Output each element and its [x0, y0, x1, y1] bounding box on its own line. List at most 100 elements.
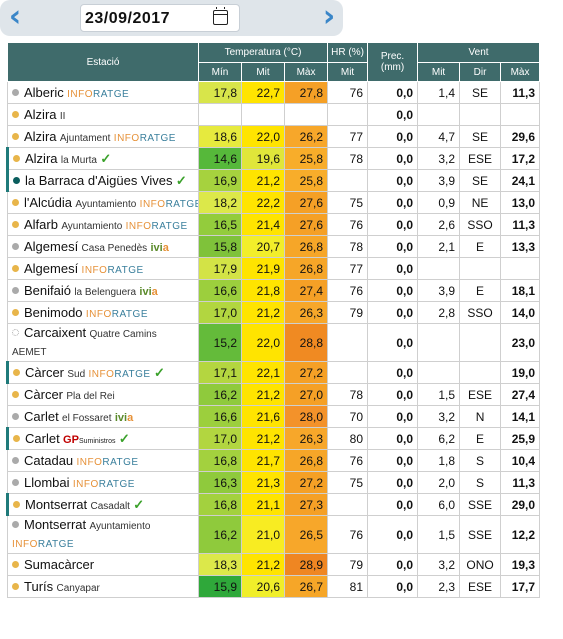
temp-max-cell: 26,7: [283, 575, 329, 598]
table-row[interactable]: Alfarb Ayuntamiento INFORATGE 16,5 21,4 27,…: [7, 213, 541, 236]
table-row[interactable]: Benimodo INFORATGE 17,0 21,2 26,3 79 0,0 2,8 SS…: [7, 301, 541, 324]
station-cell[interactable]: Alberic INFORATGE: [7, 81, 199, 104]
wind-dir-cell: [459, 103, 502, 126]
wind-avg-cell: [417, 257, 461, 280]
table-row[interactable]: Carlet el Fossaret ivia 16,6 21,6 28,0 70 0,0…: [7, 405, 541, 428]
table-row[interactable]: Llombai INFORATGE 16,3 21,3 27,2 75 0,0 2,0 S 11…: [7, 471, 541, 494]
station-cell[interactable]: Alzira Ajuntament INFORATGE: [7, 125, 199, 148]
date-input[interactable]: 23/09/2017: [80, 4, 240, 32]
temp-avg-cell: 21,3: [241, 471, 285, 494]
table-row[interactable]: Turís Canyapar 15,9 20,6 26,7 81 0,0 2,3 ESE 17…: [7, 575, 541, 598]
station-cell[interactable]: l'Alcúdia Ayuntamiento INFORATGE: [7, 191, 199, 214]
status-dot-icon: [13, 500, 20, 508]
wind-dir-cell: ESE: [459, 147, 502, 170]
station-cell[interactable]: Alfarb Ayuntamiento INFORATGE: [7, 213, 199, 236]
station-cell[interactable]: Catadau INFORATGE: [7, 449, 199, 472]
wind-dir-cell: ESE: [459, 383, 502, 406]
status-dot-icon: [12, 287, 19, 295]
table-row[interactable]: Alberic INFORATGE 17,8 22,7 27,8 76 0,0 1,4 SE 1…: [7, 81, 541, 104]
station-cell[interactable]: Benimodo INFORATGE: [7, 301, 199, 324]
precip-cell: 0,0: [367, 103, 419, 126]
calendar-icon[interactable]: [213, 7, 228, 25]
status-dot-icon: [12, 89, 19, 97]
table-row[interactable]: Catadau INFORATGE 16,8 21,7 26,8 76 0,0 1,8 S 10…: [7, 449, 541, 472]
header-temperature: Temperatura (°C): [197, 42, 329, 63]
station-cell[interactable]: Alzira II: [7, 103, 199, 126]
table-row[interactable]: Benifaió la Belenguera ivia 16,6 21,8 27,4 7…: [7, 279, 541, 302]
station-name: Càrcer: [24, 387, 64, 402]
status-dot-icon: [12, 111, 19, 119]
station-cell[interactable]: Algemesí Casa Penedès ivia: [7, 235, 199, 258]
temp-min-cell: 18,6: [198, 125, 242, 148]
chevron-right-icon[interactable]: ›: [322, 0, 336, 34]
temp-max-cell: 26,8: [283, 257, 329, 280]
station-cell[interactable]: Algemesí INFORATGE: [7, 257, 199, 280]
humidity-cell: 81: [327, 575, 369, 598]
header-humidity: HR (%): [327, 42, 369, 63]
table-row[interactable]: l'Alcúdia Ayuntamiento INFORATGE 18,2 22,2…: [7, 191, 541, 214]
wind-dir-cell: SE: [459, 169, 502, 192]
temp-avg-cell: 22,1: [241, 361, 285, 384]
station-name: Llombai: [24, 475, 70, 490]
wind-max-cell: [500, 257, 541, 280]
header-station[interactable]: Estació: [7, 42, 199, 82]
chevron-left-icon[interactable]: ‹: [8, 0, 22, 34]
temp-avg-cell: 22,2: [241, 191, 285, 214]
temp-avg-cell: 21,2: [241, 553, 285, 576]
wind-avg-cell: [417, 103, 461, 126]
station-cell[interactable]: Càrcer Sud INFORATGE ✓: [6, 361, 199, 384]
status-dot-icon: [12, 583, 19, 591]
wind-dir-cell: S: [459, 471, 502, 494]
wind-dir-cell: SSO: [459, 301, 502, 324]
station-cell[interactable]: la Barraca d'Aigües Vives ✓: [6, 169, 199, 192]
station-location: Quatre Camins: [89, 328, 157, 340]
wind-max-cell: 27,4: [500, 383, 541, 406]
table-row[interactable]: Alzira la Murta ✓ 14,6 19,6 25,8 78 0,0 3,2 ESE…: [6, 147, 541, 170]
station-cell[interactable]: Montserrat Casadalt ✓: [6, 493, 199, 516]
station-location: II: [59, 111, 66, 122]
station-cell[interactable]: Llombai INFORATGE: [7, 471, 199, 494]
table-row[interactable]: Montserrat Ayuntamiento INFORATGE 16,2 21,…: [7, 515, 541, 554]
wind-max-cell: 14,1: [500, 405, 541, 428]
wind-dir-cell: SSE: [459, 515, 502, 554]
station-cell[interactable]: Sumacàrcer: [7, 553, 199, 576]
wind-avg-cell: 3,9: [417, 279, 461, 302]
temp-avg-cell: 21,2: [241, 427, 285, 450]
temp-max-cell: 26,2: [283, 125, 329, 148]
table-row[interactable]: Alzira II 0,0: [7, 103, 541, 126]
temp-min-cell: 16,8: [198, 493, 242, 516]
station-cell[interactable]: Carlet el Fossaret ivia: [7, 405, 199, 428]
station-cell[interactable]: Carcaixent Quatre Camins AEMET: [7, 323, 199, 362]
temp-avg-cell: 20,6: [241, 575, 285, 598]
station-name: Alzira: [24, 107, 57, 122]
table-row[interactable]: Carlet GPSuministros ✓ 17,0 21,2 26,3 80 0,0 6…: [6, 427, 541, 450]
station-cell[interactable]: Càrcer Pla del Rei: [7, 383, 199, 406]
table-row[interactable]: la Barraca d'Aigües Vives ✓ 16,9 21,2 25,8 0…: [6, 169, 541, 192]
table-row[interactable]: Algemesí Casa Penedès ivia 15,8 20,7 26,8 78…: [7, 235, 541, 258]
table-row[interactable]: Alzira Ajuntament INFORATGE 18,6 22,0 26,2 7…: [7, 125, 541, 148]
table-row[interactable]: Algemesí INFORATGE 17,9 21,9 26,8 77 0,0: [7, 257, 541, 280]
station-cell[interactable]: Carlet GPSuministros ✓: [6, 427, 199, 450]
header-wind-dir: Dir: [459, 62, 502, 82]
status-dot-icon: [12, 243, 19, 251]
station-cell[interactable]: Alzira la Murta ✓: [6, 147, 199, 170]
station-cell[interactable]: Montserrat Ayuntamiento INFORATGE: [7, 515, 199, 554]
station-cell[interactable]: Benifaió la Belenguera ivia: [7, 279, 199, 302]
precip-cell: 0,0: [367, 493, 419, 516]
status-dot-icon: [12, 265, 19, 273]
station-name: Càrcer: [25, 364, 65, 380]
station-cell[interactable]: Turís Canyapar: [7, 575, 199, 598]
table-row[interactable]: Montserrat Casadalt ✓ 16,8 21,1 27,3 0,0 6,0 S…: [6, 493, 541, 516]
table-row[interactable]: Càrcer Sud INFORATGE ✓ 17,1 22,1 27,2 0,0 19,…: [6, 361, 541, 384]
station-location: la Belenguera: [74, 287, 137, 298]
table-row[interactable]: Sumacàrcer 18,3 21,2 28,9 79 0,0 3,2 ONO 19,3: [7, 553, 541, 576]
precip-cell: 0,0: [367, 213, 419, 236]
table-row[interactable]: Càrcer Pla del Rei 16,2 21,2 27,0 78 0,0 1,5 E…: [7, 383, 541, 406]
status-dot-icon: [13, 368, 20, 376]
wind-max-cell: 25,9: [500, 427, 541, 450]
table-row[interactable]: Carcaixent Quatre Camins AEMET 15,2 22,0 28…: [7, 323, 541, 362]
humidity-cell: 76: [327, 279, 369, 302]
temp-avg-cell: 19,6: [241, 147, 285, 170]
wind-dir-cell: [459, 257, 502, 280]
humidity-cell: 75: [327, 191, 369, 214]
